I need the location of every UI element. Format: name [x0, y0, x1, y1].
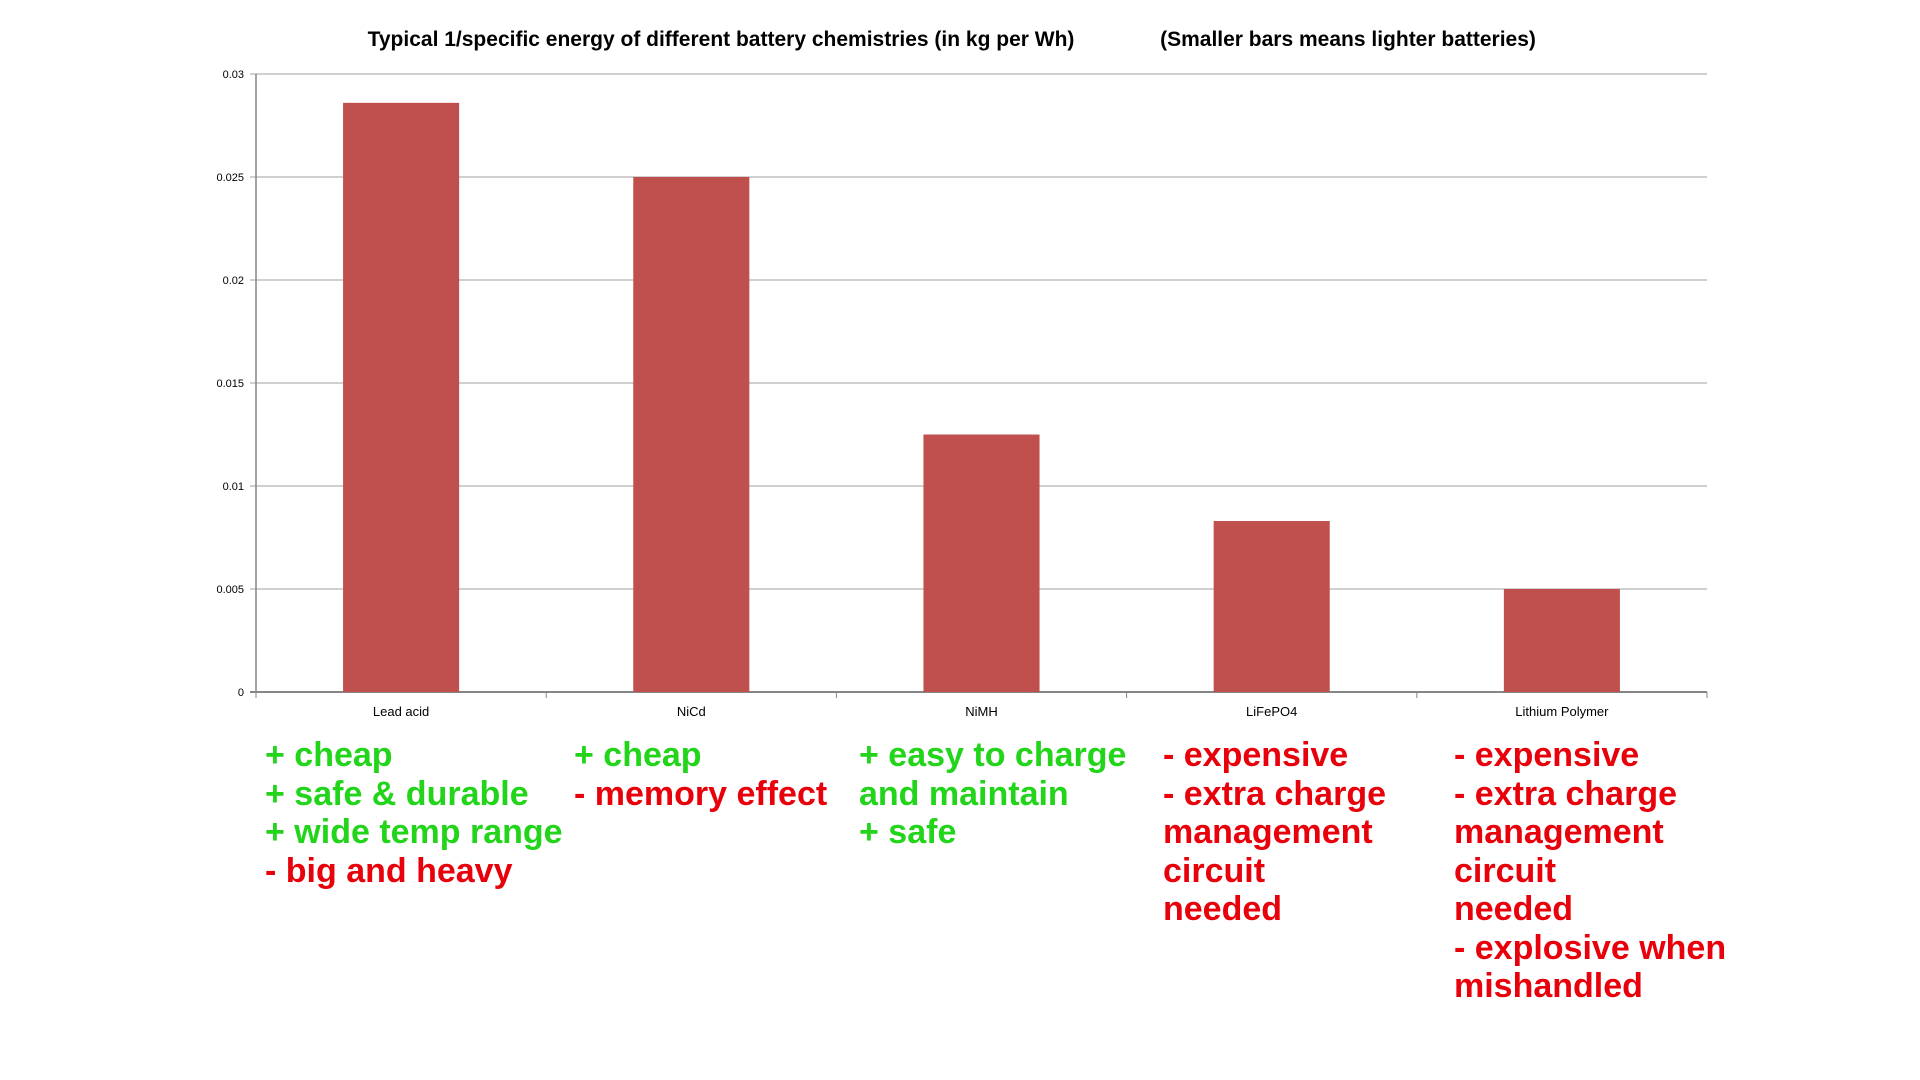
con-note: - explosive when — [1454, 928, 1727, 967]
con-note: management — [1454, 813, 1664, 851]
x-tick-label: Lead acid — [373, 704, 429, 719]
con-note: management — [1163, 813, 1373, 851]
pro-note: + easy to charge — [859, 736, 1127, 774]
notes-nimh: + easy to charge and maintain + safe — [859, 736, 1126, 852]
y-tick-label: 0.03 — [223, 69, 244, 81]
x-tick-label: LiFePO4 — [1246, 704, 1297, 719]
x-tick-label: NiCd — [677, 704, 706, 719]
y-tick-label: 0.02 — [223, 275, 244, 287]
con-note: - expensive — [1163, 736, 1349, 774]
x-tick-label: NiMH — [965, 704, 998, 719]
con-note: - expensive — [1454, 736, 1640, 774]
notes-lead-acid: + cheap + safe & durable + wide temp range… — [265, 736, 563, 890]
pro-note: + wide temp range — [265, 813, 563, 851]
con-note: - extra charge — [1454, 774, 1677, 813]
notes-lifepo4: - expensive - extra charge management circu… — [1163, 736, 1386, 929]
pro-note: + cheap — [265, 736, 393, 774]
y-tick-label: 0.025 — [216, 172, 244, 184]
bar-nimh — [923, 434, 1040, 692]
pro-note: and maintain — [859, 774, 1069, 813]
con-note: circuit — [1454, 851, 1557, 890]
y-tick-label: 0 — [238, 687, 244, 699]
y-tick-label: 0.005 — [216, 584, 244, 596]
y-tick-label: 0.01 — [223, 481, 244, 493]
bar-lead-acid — [343, 102, 460, 693]
con-note: - big and heavy — [265, 851, 513, 890]
chart-title: Typical 1/specific energy of different b… — [367, 28, 1075, 51]
bar-lithium-polymer — [1503, 589, 1620, 692]
chart-subtitle: (Smaller bars means lighter batteries) — [1160, 28, 1536, 51]
con-note: - memory effect — [574, 774, 828, 813]
con-note: needed — [1163, 890, 1283, 928]
con-note: circuit — [1163, 851, 1266, 890]
con-note: needed — [1454, 890, 1574, 928]
pro-note: + safe & durable — [265, 774, 529, 813]
x-tick-label: Lithium Polymer — [1515, 704, 1609, 719]
notes-lithium-polymer: - expensive - extra charge management circu… — [1454, 736, 1726, 1006]
bar-lifepo4 — [1213, 521, 1330, 692]
con-note: mishandled — [1454, 967, 1643, 1005]
notes-nicd: + cheap - memory effect — [574, 736, 827, 813]
pro-note: + safe — [859, 813, 957, 851]
con-note: - extra charge — [1163, 774, 1386, 813]
y-tick-label: 0.015 — [216, 378, 244, 390]
pro-note: + cheap — [574, 736, 702, 774]
bar-nicd — [633, 177, 750, 692]
